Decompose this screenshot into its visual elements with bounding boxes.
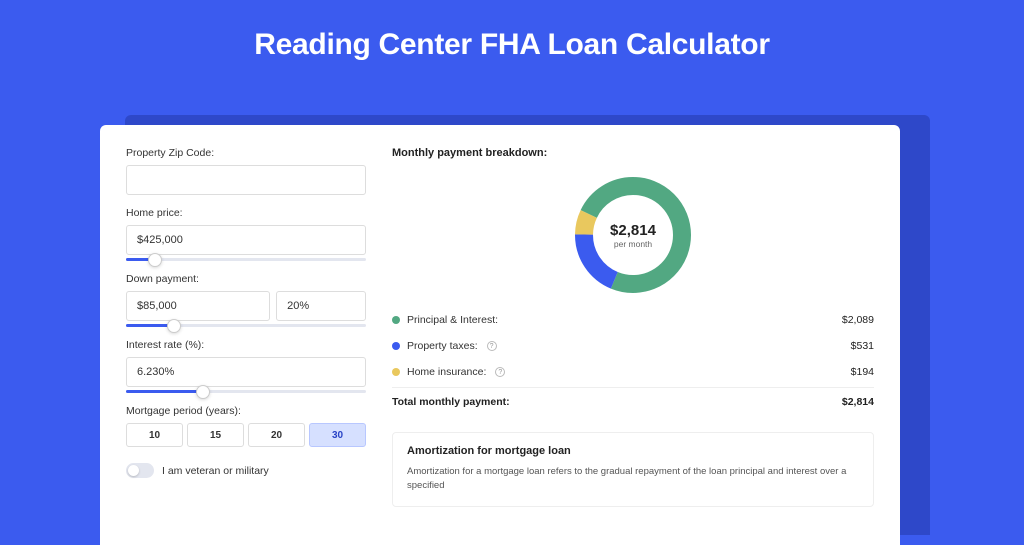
interest-rate-slider-thumb[interactable]	[196, 385, 210, 399]
amortization-card: Amortization for mortgage loan Amortizat…	[392, 432, 874, 507]
legend-dot	[392, 316, 400, 324]
home-price-label: Home price:	[126, 207, 366, 219]
down-payment-label: Down payment:	[126, 273, 366, 285]
legend-value: $194	[851, 366, 874, 378]
interest-rate-field-group: Interest rate (%):	[126, 339, 366, 393]
mortgage-period-options: 10152030	[126, 423, 366, 447]
breakdown-title: Monthly payment breakdown:	[392, 147, 874, 159]
info-icon[interactable]: ?	[495, 367, 505, 377]
home-price-input[interactable]	[126, 225, 366, 255]
legend-list: Principal & Interest: $2,089 Property taxe…	[392, 307, 874, 385]
zip-input[interactable]	[126, 165, 366, 195]
calculator-card: Property Zip Code: Home price: Down paym…	[100, 125, 900, 545]
down-payment-slider-thumb[interactable]	[167, 319, 181, 333]
amortization-title: Amortization for mortgage loan	[407, 445, 859, 457]
breakdown-column: Monthly payment breakdown: $2,814 per mo…	[392, 147, 874, 505]
donut-center-sub: per month	[614, 239, 652, 249]
legend-value: $2,089	[842, 314, 874, 326]
home-price-field-group: Home price:	[126, 207, 366, 261]
mortgage-period-option-30[interactable]: 30	[309, 423, 366, 447]
down-payment-field-group: Down payment:	[126, 273, 366, 327]
mortgage-period-option-15[interactable]: 15	[187, 423, 244, 447]
interest-rate-slider-fill	[126, 390, 203, 393]
legend-row: Property taxes:? $531	[392, 333, 874, 359]
mortgage-period-option-10[interactable]: 10	[126, 423, 183, 447]
veteran-toggle-knob	[128, 465, 139, 476]
legend-label: Home insurance:	[407, 366, 486, 378]
mortgage-period-field-group: Mortgage period (years): 10152030	[126, 405, 366, 447]
mortgage-period-label: Mortgage period (years):	[126, 405, 366, 417]
amortization-text: Amortization for a mortgage loan refers …	[407, 465, 859, 494]
info-icon[interactable]: ?	[487, 341, 497, 351]
donut-chart-wrap: $2,814 per month	[392, 169, 874, 307]
donut-chart: $2,814 per month	[573, 175, 693, 295]
inputs-column: Property Zip Code: Home price: Down paym…	[126, 147, 366, 505]
veteran-toggle-label: I am veteran or military	[162, 465, 269, 477]
legend-left: Home insurance:?	[392, 366, 505, 378]
veteran-toggle[interactable]	[126, 463, 154, 478]
home-price-slider[interactable]	[126, 258, 366, 261]
legend-row: Principal & Interest: $2,089	[392, 307, 874, 333]
legend-row: Home insurance:? $194	[392, 359, 874, 385]
legend-value: $531	[851, 340, 874, 352]
home-price-slider-thumb[interactable]	[148, 253, 162, 267]
down-payment-percent-input[interactable]	[276, 291, 366, 321]
legend-label: Principal & Interest:	[407, 314, 498, 326]
interest-rate-slider[interactable]	[126, 390, 366, 393]
down-payment-slider[interactable]	[126, 324, 366, 327]
zip-field-group: Property Zip Code:	[126, 147, 366, 195]
donut-center: $2,814 per month	[573, 175, 693, 295]
veteran-toggle-row: I am veteran or military	[126, 463, 366, 478]
mortgage-period-option-20[interactable]: 20	[248, 423, 305, 447]
total-value: $2,814	[842, 396, 874, 408]
interest-rate-label: Interest rate (%):	[126, 339, 366, 351]
legend-label: Property taxes:	[407, 340, 478, 352]
legend-dot	[392, 342, 400, 350]
donut-center-amount: $2,814	[610, 222, 656, 239]
legend-dot	[392, 368, 400, 376]
legend-left: Property taxes:?	[392, 340, 497, 352]
legend-left: Principal & Interest:	[392, 314, 498, 326]
total-label: Total monthly payment:	[392, 396, 510, 408]
interest-rate-input[interactable]	[126, 357, 366, 387]
page-title: Reading Center FHA Loan Calculator	[0, 0, 1024, 82]
down-payment-amount-input[interactable]	[126, 291, 270, 321]
zip-label: Property Zip Code:	[126, 147, 366, 159]
total-row: Total monthly payment: $2,814	[392, 387, 874, 416]
